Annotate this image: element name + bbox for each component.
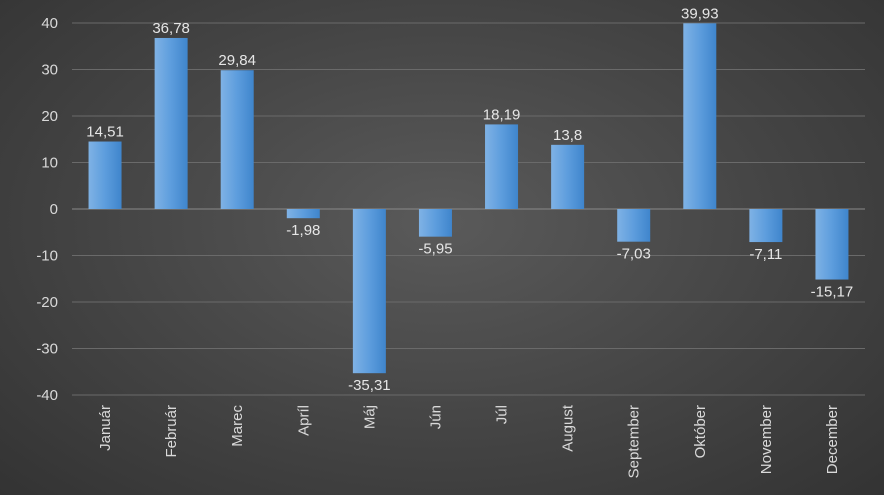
category-label: August (560, 404, 577, 452)
data-label: -7,03 (617, 246, 651, 263)
bar (220, 70, 254, 209)
y-tick-label: 40 (41, 15, 58, 32)
category-label: Január (97, 405, 114, 451)
x-axis-category-labels: Január Február Marec Apríl Máj Jún Júl August Se… (97, 404, 841, 478)
y-tick-label: -10 (36, 248, 58, 265)
category-label: Apríl (295, 405, 312, 436)
y-tick-label: 10 (41, 155, 58, 172)
bar (683, 23, 717, 209)
y-tick-label: 30 (41, 62, 58, 79)
data-labels: 14,51 36,78 29,84 -1,98 -35,31 -5,95 18,19 13,8… (86, 5, 853, 394)
bar (286, 209, 320, 219)
data-label: -1,98 (286, 222, 320, 239)
category-label: Október (692, 405, 709, 458)
data-label: 14,51 (86, 124, 124, 141)
bar (617, 209, 651, 242)
bar (485, 124, 519, 209)
bar (352, 209, 386, 374)
y-tick-label: -30 (36, 341, 58, 358)
y-tick-label: 0 (50, 201, 58, 218)
gridlines (72, 22, 865, 396)
category-label: Júl (494, 405, 511, 424)
y-tick-label: 20 (41, 108, 58, 125)
data-label: 39,93 (681, 5, 719, 22)
data-label: -5,95 (418, 241, 452, 258)
bars (88, 23, 849, 374)
bar (154, 37, 188, 210)
bar (551, 144, 585, 209)
y-axis-tick-labels: 40 30 20 10 0 -10 -20 -30 -40 (36, 15, 58, 404)
bar (88, 141, 122, 209)
data-label: 29,84 (218, 52, 256, 69)
data-label: 13,8 (553, 127, 582, 144)
bar (749, 209, 783, 243)
data-label: -35,31 (348, 377, 391, 394)
data-label: 36,78 (152, 20, 190, 37)
bar (815, 209, 849, 280)
bar (418, 209, 452, 237)
data-label: -15,17 (811, 284, 854, 301)
category-label: November (758, 405, 775, 474)
category-label: Jún (427, 405, 444, 429)
y-tick-label: -20 (36, 294, 58, 311)
category-label: December (824, 405, 841, 474)
data-label: -7,11 (749, 246, 782, 263)
y-tick-label: -40 (36, 387, 58, 404)
data-label: 18,19 (483, 106, 521, 123)
category-label: Marec (229, 405, 246, 447)
category-label: Február (163, 405, 180, 458)
category-label: September (626, 405, 643, 478)
category-label: Máj (361, 405, 378, 429)
